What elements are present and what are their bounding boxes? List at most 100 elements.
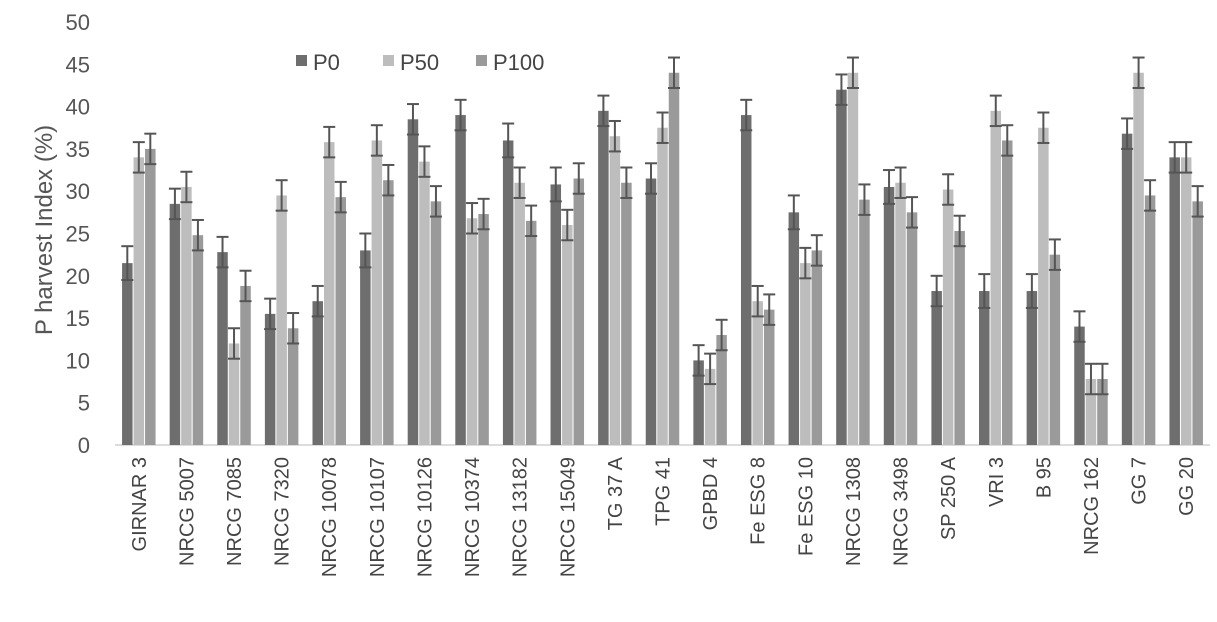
x-category-label: GG 20	[1176, 457, 1198, 516]
bar-p100-12	[716, 335, 727, 445]
legend-label-p0: P0	[313, 50, 340, 75]
error-bar-p0-10	[597, 94, 610, 128]
x-category-label: Fe ESG 10	[795, 457, 817, 556]
bar-p100-9	[573, 178, 585, 445]
bar-p0-13	[740, 115, 752, 445]
error-bar-p0-6	[406, 103, 419, 136]
legend-swatch-p0	[296, 55, 307, 66]
bar-p0-16	[883, 186, 895, 445]
legend-label-p100: P100	[493, 50, 544, 75]
bar-p0-14	[788, 212, 800, 445]
bar-p0-0	[122, 263, 133, 445]
y-tick-label: 40	[66, 95, 90, 120]
bar-p50-7	[466, 218, 478, 445]
error-bar-p100-11	[668, 56, 680, 89]
x-category-label: NRCG 10078	[319, 457, 341, 577]
bar-p0-11	[645, 178, 657, 445]
error-bar-p0-16	[883, 169, 896, 205]
error-bar-p50-4	[323, 125, 336, 159]
x-category-label: B 95	[1033, 457, 1055, 498]
bar-p0-10	[598, 110, 609, 445]
bar-p100-22	[1192, 201, 1203, 445]
bar-p100-19	[1049, 254, 1061, 445]
error-bar-p50-14	[799, 246, 812, 280]
legend-label-p50: P50	[400, 50, 439, 75]
error-bar-p100-7	[477, 197, 490, 231]
error-bar-p100-13	[763, 293, 776, 326]
bar-p0-19	[1026, 291, 1038, 445]
x-category-label: GG 7	[1129, 457, 1151, 505]
error-bar-p100-1	[191, 218, 204, 252]
bar-p0-6	[407, 119, 419, 445]
bar-p50-20	[1085, 379, 1097, 445]
bar-p100-21	[1144, 195, 1156, 445]
bar-p50-21	[1133, 72, 1144, 445]
error-bar-p0-3	[264, 297, 277, 331]
x-category-label: TG 37 A	[605, 456, 627, 530]
error-bar-p100-3	[287, 312, 300, 345]
bar-p0-3	[264, 313, 276, 445]
bar-p0-15	[836, 89, 847, 446]
bar-p50-11	[657, 127, 668, 445]
y-tick-label: 5	[78, 391, 90, 416]
x-category-label: Fe ESG 8	[748, 457, 770, 545]
error-bar-p0-18	[978, 273, 991, 309]
error-bar-p100-21	[1144, 179, 1157, 212]
bar-p50-5	[371, 140, 383, 445]
error-bar-p0-14	[787, 194, 800, 231]
bar-p100-7	[478, 214, 489, 445]
error-bar-p100-15	[858, 183, 871, 216]
x-category-label: NRCG 10126	[414, 457, 436, 577]
bar-p0-2	[217, 252, 228, 445]
x-category-label: NRCG 5007	[176, 457, 198, 566]
bar-p0-5	[360, 250, 371, 445]
x-category-label: SP 250 A	[938, 456, 960, 540]
bar-p100-1	[192, 235, 204, 445]
error-bar-p0-0	[121, 245, 134, 282]
error-bar-p100-9	[572, 162, 585, 195]
error-bar-p50-1	[180, 170, 193, 204]
x-axis-labels: GIRNAR 3 NRCG 5007 NRCG 7085 NRCG 7320 NRCG …	[129, 456, 1198, 577]
error-bar-p0-8	[502, 122, 515, 159]
bar-p100-15	[859, 199, 870, 445]
bar-p100-10	[621, 182, 632, 446]
bar-p0-20	[1074, 326, 1085, 445]
bar-p100-0	[145, 148, 156, 445]
bar-p0-18	[979, 291, 990, 445]
bar-p100-5	[383, 180, 394, 445]
y-tick-label: 15	[66, 306, 90, 331]
bar-p50-17	[942, 189, 954, 445]
error-bar-p100-18	[1001, 124, 1014, 157]
y-axis-ticks: 0 5 10 15 20 25 30 35 40 45 50	[66, 10, 90, 458]
bar-p50-10	[609, 136, 621, 445]
x-category-label: NRCG 162	[1081, 457, 1103, 555]
error-bar-p50-2	[228, 327, 241, 360]
error-bar-p0-20	[1073, 310, 1086, 343]
bar-p100-17	[954, 230, 965, 445]
error-bar-p50-22	[1180, 141, 1193, 174]
bar-p0-22	[1169, 157, 1180, 446]
bar-p100-18	[1002, 140, 1013, 445]
x-category-label: GPBD 4	[700, 457, 722, 530]
error-bar-p50-6	[418, 145, 431, 178]
x-category-label: NRCG 1308	[843, 457, 865, 566]
y-tick-label: 20	[66, 264, 90, 289]
bar-p50-14	[800, 263, 811, 445]
error-bar-p0-15	[835, 73, 848, 106]
bar-p100-4	[335, 197, 346, 445]
error-bar-p50-3	[275, 179, 288, 212]
bar-p0-4	[312, 301, 323, 445]
error-bar-p50-13	[751, 284, 764, 318]
error-bar-p50-5	[370, 124, 383, 157]
x-category-label: NRCG 7085	[224, 457, 246, 566]
error-bar-p0-5	[359, 232, 372, 269]
y-tick-label: 35	[66, 137, 90, 162]
bar-p50-9	[562, 225, 573, 445]
x-category-label: NRCG 3498	[891, 457, 913, 566]
error-bar-p50-15	[846, 56, 859, 89]
bar-p100-3	[287, 328, 299, 445]
error-bar-p50-7	[466, 202, 479, 235]
bar-p100-13	[763, 309, 775, 445]
error-bar-p100-8	[525, 204, 538, 238]
bar-p0-8	[502, 140, 514, 445]
